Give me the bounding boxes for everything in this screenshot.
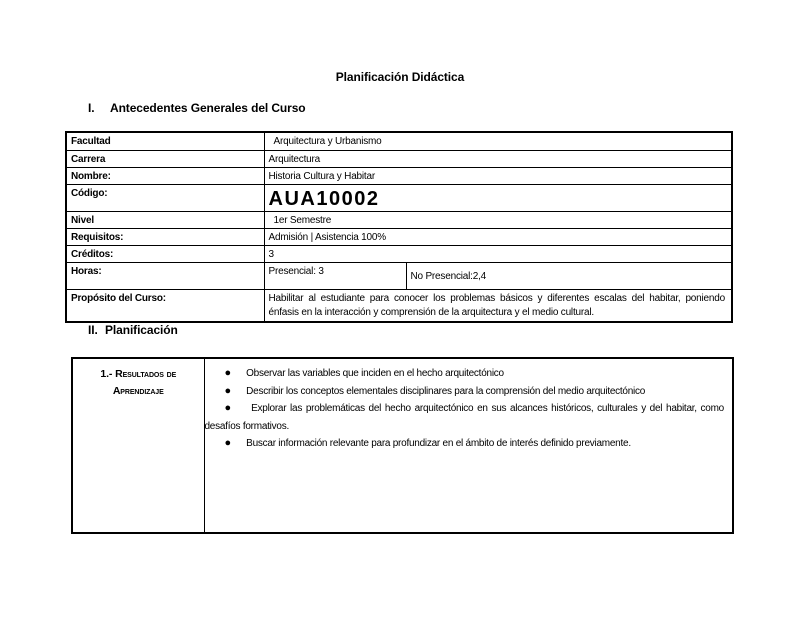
horas-presencial-value: Presencial: 3 <box>263 261 407 290</box>
creditos-label: Créditos: <box>65 244 265 263</box>
table-row: Nombre: Historia Cultura y Habitar <box>65 166 733 185</box>
carrera-label: Carrera <box>65 149 265 168</box>
list-item: ● Buscar información relevante para profu… <box>205 435 724 453</box>
table-row: Propósito del Curso: Habilitar al estudi… <box>65 288 733 322</box>
codigo-label: Código: <box>65 183 265 212</box>
table-row: Código: AUA10002 <box>65 183 733 212</box>
table-row: Nivel 1er Semestre <box>65 210 733 229</box>
nombre-value: Historia Cultura y Habitar <box>263 166 733 185</box>
proposito-label: Propósito del Curso: <box>65 288 265 322</box>
table-row: Horas: Presencial: 3 No Presencial:2,4 <box>65 261 733 290</box>
facultad-value: Arquitectura y Urbanismo <box>263 131 733 151</box>
section-2-title: Planificación <box>105 323 178 337</box>
table-row: 1.- Resultados de Aprendizaje ● Observar … <box>71 357 734 534</box>
section-2-number: II. <box>88 323 98 337</box>
learning-outcomes-header-line2: Aprendizaje <box>112 385 164 397</box>
bullet-icon: ● <box>224 437 232 449</box>
nivel-label: Nivel <box>65 210 265 229</box>
outcome-text: Buscar información relevante para profun… <box>246 438 631 449</box>
table-row: Carrera Arquitectura <box>65 149 733 168</box>
horas-no-presencial-value: No Presencial:2,4 <box>405 261 733 290</box>
table-row: Facultad Arquitectura y Urbanismo <box>65 131 733 151</box>
section-1-number: I. <box>88 101 95 115</box>
list-item: ● Describir los conceptos elementales dis… <box>205 383 724 401</box>
bullet-icon: ● <box>224 367 232 379</box>
section-1-heading: I. Antecedentes Generales del Curso <box>88 101 306 115</box>
learning-outcomes-header-line1: 1.- Resultados de <box>100 368 177 380</box>
table-row: Créditos: 3 <box>65 244 733 263</box>
carrera-value: Arquitectura <box>263 149 733 168</box>
learning-outcomes-list: ● Observar las variables que inciden en e… <box>203 357 734 534</box>
nivel-value: 1er Semestre <box>263 210 733 229</box>
requisitos-value: Admisión | Asistencia 100% <box>263 227 733 246</box>
creditos-value: 3 <box>263 244 733 263</box>
proposito-value: Habilitar al estudiante para conocer los… <box>263 288 733 322</box>
planning-table: 1.- Resultados de Aprendizaje ● Observar … <box>71 357 734 534</box>
requisitos-label: Requisitos: <box>65 227 265 246</box>
facultad-label: Facultad <box>65 131 265 151</box>
list-item: ● Explorar las problemáticas del hecho a… <box>204 400 724 435</box>
document-title: Planificación Didáctica <box>335 70 465 84</box>
general-info-table: Facultad Arquitectura y Urbanismo Carrer… <box>65 131 733 323</box>
outcome-text: Explorar las problemáticas del hecho arq… <box>204 403 724 432</box>
section-2-heading: II. Planificación <box>88 323 178 337</box>
codigo-value: AUA10002 <box>263 183 733 212</box>
list-item: ● Observar las variables que inciden en e… <box>205 365 724 383</box>
horas-label: Horas: <box>65 261 265 290</box>
section-1-title: Antecedentes Generales del Curso <box>110 101 306 115</box>
nombre-label: Nombre: <box>65 166 265 185</box>
bullet-icon: ● <box>224 402 233 414</box>
outcome-text: Describir los conceptos elementales disc… <box>246 385 646 397</box>
learning-outcomes-header: 1.- Resultados de Aprendizaje <box>71 357 205 534</box>
outcome-text: Observar las variables que inciden en el… <box>246 368 504 379</box>
bullet-icon: ● <box>224 384 232 397</box>
table-row: Requisitos: Admisión | Asistencia 100% <box>65 227 733 246</box>
